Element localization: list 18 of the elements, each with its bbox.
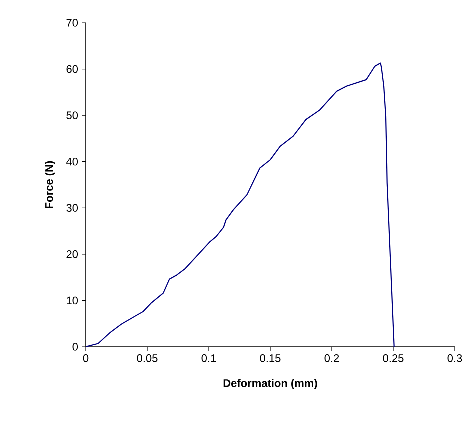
y-tick-label: 70: [66, 19, 78, 27]
line-series: [86, 62, 395, 347]
y-tick-label: 60: [66, 65, 78, 74]
y-tick-label: 40: [66, 158, 78, 166]
y-tick-label: 30: [66, 204, 78, 212]
x-tick-label: 0.2: [324, 354, 340, 362]
y-tick-label: 20: [66, 250, 78, 258]
x-tick-label: 0.3: [448, 354, 462, 362]
x-tick-label: 0.1: [202, 354, 216, 362]
x-tick-label: 0.05: [137, 354, 158, 362]
x-tick-label: 0: [83, 354, 89, 362]
y-tick-label: 10: [67, 296, 78, 305]
y-tick-label: 50: [66, 112, 78, 120]
x-tick-label: 0.15: [260, 354, 281, 362]
x-axis-title: Deformation (mm): [224, 379, 318, 390]
y-axis-title: Force (N): [45, 161, 56, 208]
x-tick-label: 0.25: [383, 354, 404, 362]
y-tick-label: 0: [72, 343, 78, 351]
